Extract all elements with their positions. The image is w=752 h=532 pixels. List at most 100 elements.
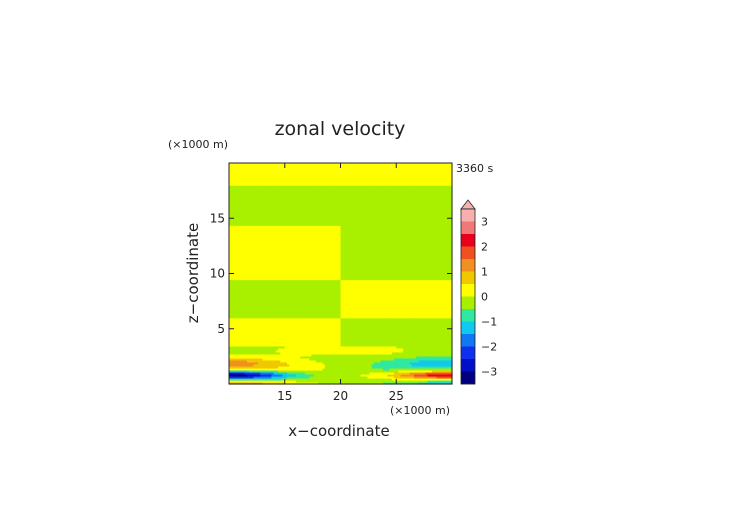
field-cell: [349, 345, 353, 349]
field-cell: [298, 381, 301, 385]
field-cell: [353, 367, 357, 371]
field-cell: [344, 373, 348, 377]
field-cell: [398, 375, 402, 379]
field-cell: [327, 363, 330, 367]
field-cell: [320, 379, 324, 383]
field-cell: [327, 377, 330, 381]
field-cell: [418, 371, 422, 375]
field-cell: [324, 333, 328, 337]
field-cell: [407, 377, 411, 381]
field-cell: [246, 379, 250, 383]
field-cell: [229, 333, 232, 337]
field-cell: [449, 339, 453, 343]
field-cell: [275, 365, 279, 369]
field-cell: [431, 377, 435, 381]
field-cell: [385, 357, 388, 361]
field-cell: [371, 357, 375, 361]
field-cell: [407, 361, 411, 365]
field-cell: [400, 361, 404, 365]
field-cell: [347, 359, 351, 363]
field-cell: [438, 373, 442, 377]
field-cell: [291, 339, 295, 343]
field-cell: [240, 357, 243, 361]
field-cell: [369, 337, 373, 341]
field-cell: [407, 351, 411, 355]
field-cell: [320, 347, 324, 351]
field-cell: [284, 363, 288, 367]
field-cell: [349, 353, 353, 357]
field-cell: [423, 353, 426, 357]
field-cell: [347, 361, 351, 365]
field-cell: [409, 371, 413, 375]
field-cell: [349, 355, 353, 359]
field-cell: [262, 345, 266, 349]
field-cell: [327, 379, 330, 383]
field-cell: [371, 339, 375, 343]
field-cell: [257, 355, 261, 359]
field-cell: [229, 351, 232, 355]
field-cell: [344, 369, 348, 373]
field-cell: [253, 339, 257, 343]
field-cell: [282, 349, 286, 353]
field-cell: [340, 337, 344, 341]
field-cell: [402, 377, 406, 381]
field-cell: [423, 333, 426, 337]
field-cell: [302, 347, 306, 351]
field-cell: [378, 379, 382, 383]
field-cell: [302, 353, 306, 357]
field-cell: [434, 331, 437, 335]
field-cell: [286, 335, 290, 339]
field-cell: [443, 369, 446, 373]
field-cell: [275, 341, 279, 345]
field-cell: [338, 359, 342, 363]
field-cell: [284, 347, 288, 351]
field-cell: [400, 381, 404, 385]
field-cell: [278, 339, 281, 343]
field-cell: [240, 365, 243, 369]
field-cell: [358, 329, 362, 333]
field-cell: [378, 371, 382, 375]
field-cell: [438, 361, 442, 365]
field-cell: [376, 345, 380, 349]
field-cell: [291, 365, 295, 369]
field-cell: [300, 355, 304, 359]
field-cell: [338, 371, 342, 375]
field-cell: [313, 341, 317, 345]
field-cell: [431, 353, 435, 357]
field-cell: [356, 367, 359, 371]
field-cell: [237, 349, 241, 353]
field-cell: [300, 333, 304, 337]
field-cell: [324, 347, 328, 351]
field-cell: [382, 359, 386, 363]
field-cell: [387, 351, 391, 355]
field-cell: [409, 345, 413, 349]
field-cell: [380, 363, 384, 367]
field-cell: [257, 371, 261, 375]
field-cell: [318, 347, 322, 351]
field-cell: [449, 373, 453, 377]
field-cell: [249, 375, 252, 379]
field-cell: [371, 355, 375, 359]
field-cell: [387, 335, 391, 339]
field-cell: [246, 335, 250, 339]
field-cell: [443, 379, 446, 383]
field-cell: [425, 375, 429, 379]
field-cell: [307, 345, 310, 349]
field-cell: [266, 331, 270, 335]
field-cell: [367, 369, 371, 373]
field-cell: [302, 361, 306, 365]
field-cell: [260, 331, 264, 335]
field-cell: [378, 377, 382, 381]
field-cell: [407, 379, 411, 383]
field-cell: [324, 343, 328, 347]
field-cell: [262, 329, 266, 333]
field-cell: [320, 329, 324, 333]
field-cell: [295, 335, 299, 339]
field-cell: [229, 353, 232, 357]
field-cell: [407, 331, 411, 335]
field-cell: [349, 349, 353, 353]
field-cell: [300, 373, 304, 377]
field-cell: [313, 365, 317, 369]
field-cell: [394, 339, 397, 343]
field-cell: [389, 337, 393, 341]
